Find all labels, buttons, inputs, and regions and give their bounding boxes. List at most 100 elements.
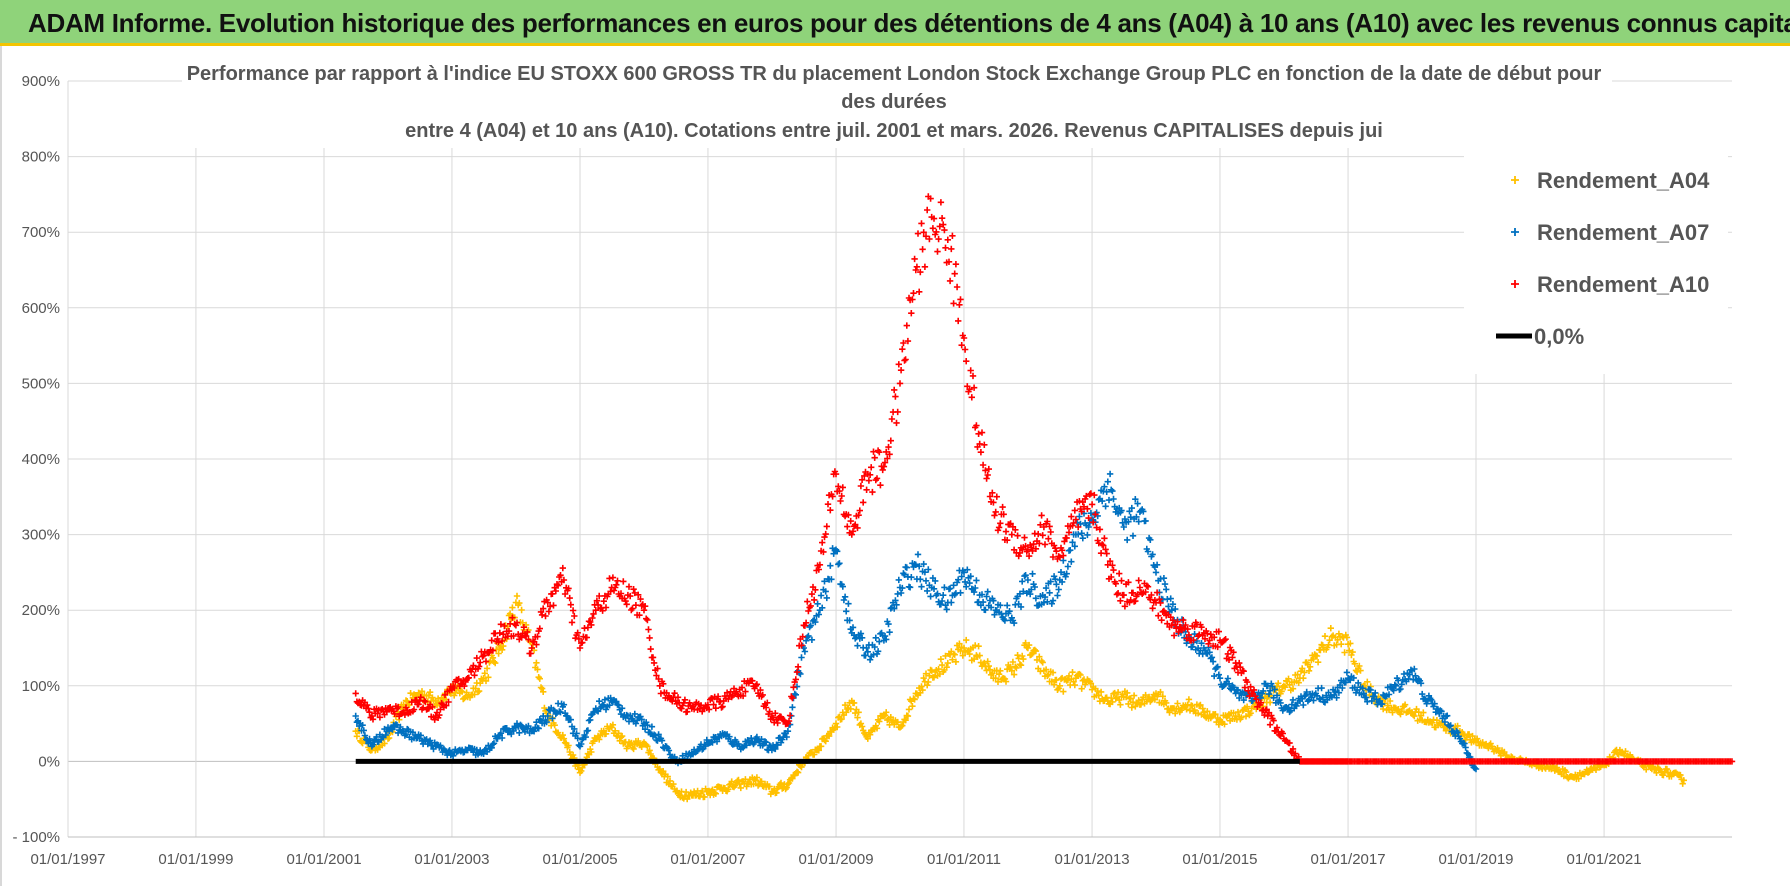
point-rendement-a07 [978, 591, 986, 598]
point-rendement-a10 [646, 634, 653, 642]
point-rendement-a10 [823, 523, 830, 530]
point-rendement-a04 [1174, 700, 1181, 707]
point-rendement-a04 [858, 723, 866, 730]
point-rendement-a04 [1275, 680, 1282, 687]
point-rendement-a10 [985, 465, 992, 473]
point-rendement-a04 [942, 652, 949, 660]
point-rendement-a10 [790, 684, 797, 691]
point-rendement-a10 [774, 719, 781, 727]
point-rendement-a07 [1104, 478, 1111, 485]
point-rendement-a10 [1116, 570, 1123, 577]
point-rendement-a07 [1106, 470, 1114, 478]
point-rendement-a07 [871, 643, 878, 651]
point-rendement-a04 [821, 736, 828, 744]
point-rendement-a07 [830, 550, 837, 557]
point-rendement-a04 [534, 666, 541, 673]
point-rendement-a04 [353, 733, 361, 740]
point-rendement-a04 [1343, 634, 1351, 641]
point-rendement-a07 [559, 703, 566, 710]
point-rendement-a07 [835, 561, 842, 568]
point-rendement-a07 [389, 726, 396, 733]
point-rendement-a07 [821, 578, 828, 585]
point-rendement-a04 [1019, 652, 1026, 660]
point-rendement-a04 [578, 767, 585, 775]
point-rendement-a10 [819, 539, 826, 546]
point-rendement-a04 [1025, 641, 1033, 649]
point-rendement-a10 [951, 270, 958, 277]
point-rendement-a07 [872, 634, 879, 641]
point-rendement-a04 [1078, 685, 1085, 692]
y-tick-label: 200% [22, 602, 60, 619]
point-rendement-a07 [1392, 682, 1400, 689]
point-rendement-a04 [1028, 651, 1035, 658]
point-rendement-a10 [1039, 532, 1046, 539]
point-rendement-a04 [1020, 655, 1027, 663]
point-rendement-a04 [664, 773, 671, 780]
point-rendement-a04 [899, 722, 906, 729]
point-rendement-a07 [966, 579, 973, 587]
point-rendement-a04 [815, 747, 822, 754]
point-rendement-a10 [903, 322, 910, 329]
point-rendement-a10 [993, 493, 1000, 500]
point-rendement-a04 [537, 684, 545, 691]
point-rendement-a10 [844, 523, 851, 530]
point-rendement-a04 [1626, 751, 1634, 758]
point-rendement-a07 [987, 604, 995, 611]
x-tick-label: 01/01/2021 [1567, 851, 1642, 868]
point-rendement-a04 [472, 685, 479, 692]
point-rendement-a04 [1204, 708, 1211, 715]
point-rendement-a10 [1099, 541, 1106, 548]
point-rendement-a07 [982, 606, 989, 614]
point-rendement-a04 [1661, 769, 1668, 776]
point-rendement-a04 [1285, 675, 1292, 682]
point-rendement-a04 [725, 786, 732, 793]
point-rendement-a07 [1046, 589, 1053, 596]
point-rendement-a07 [849, 624, 857, 631]
point-rendement-a04 [1560, 772, 1568, 780]
point-rendement-a07 [854, 642, 861, 649]
point-rendement-a10 [559, 564, 566, 572]
point-rendement-a07 [644, 722, 651, 729]
point-rendement-a07 [584, 727, 592, 734]
point-rendement-a10 [857, 482, 865, 490]
point-rendement-a04 [894, 718, 901, 726]
point-rendement-a04 [995, 671, 1003, 678]
point-rendement-a04 [1613, 746, 1620, 754]
point-rendement-a07 [596, 698, 603, 705]
point-rendement-a04 [781, 781, 788, 788]
point-rendement-a04 [1643, 766, 1650, 773]
point-rendement-a04 [1182, 702, 1189, 709]
point-rendement-a10 [891, 386, 898, 394]
point-rendement-a04 [817, 743, 825, 750]
point-rendement-a07 [891, 605, 898, 612]
point-rendement-a04 [1247, 710, 1254, 717]
point-rendement-a07 [845, 600, 852, 607]
x-tick-label: 01/01/2007 [670, 851, 745, 868]
point-rendement-a04 [1553, 764, 1561, 771]
point-rendement-a04 [559, 731, 566, 739]
point-rendement-a07 [743, 742, 750, 749]
point-rendement-a04 [909, 703, 916, 710]
point-rendement-a07 [927, 593, 934, 600]
point-rendement-a04 [926, 672, 933, 679]
point-rendement-a04 [798, 763, 805, 771]
point-rendement-a10 [911, 255, 918, 263]
x-tick-label: 01/01/2013 [1055, 851, 1130, 868]
point-rendement-a04 [1191, 706, 1198, 714]
point-rendement-a07 [1215, 671, 1222, 678]
point-rendement-a07 [801, 648, 809, 655]
point-rendement-a07 [1024, 576, 1032, 584]
point-rendement-a10 [623, 601, 630, 608]
point-rendement-a07 [828, 576, 835, 583]
point-rendement-a07 [1211, 672, 1218, 680]
point-rendement-a07 [726, 733, 733, 740]
point-rendement-a07 [426, 737, 434, 744]
point-rendement-a04 [1124, 689, 1131, 697]
point-rendement-a07 [1054, 592, 1061, 599]
point-rendement-a04 [1238, 714, 1245, 721]
point-rendement-a04 [737, 784, 744, 792]
point-rendement-a07 [948, 599, 955, 606]
point-rendement-a04 [766, 783, 773, 790]
point-rendement-a04 [430, 697, 437, 704]
point-rendement-a07 [932, 577, 939, 585]
